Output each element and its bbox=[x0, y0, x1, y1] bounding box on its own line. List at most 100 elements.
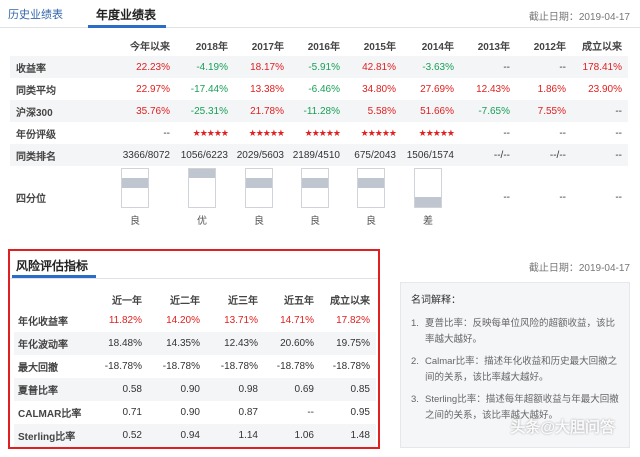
quartile-segment bbox=[122, 197, 148, 207]
table-cell: 22.97% bbox=[136, 83, 170, 95]
quartile-cell: -- bbox=[503, 191, 510, 203]
table-cell: 7.55% bbox=[516, 100, 572, 122]
quartile-segment bbox=[246, 169, 272, 179]
table-cell: -- bbox=[572, 100, 628, 122]
table-cell: 0.90 bbox=[148, 378, 206, 401]
row-label: 同类平均 bbox=[16, 85, 56, 97]
table-cell: 20.60% bbox=[264, 332, 320, 355]
table-cell: 14.71% bbox=[280, 315, 314, 326]
star-rating: ★★★★★ bbox=[234, 122, 290, 144]
table-cell: 0.85 bbox=[320, 378, 376, 401]
risk-header-row: 近一年 近二年 近三年 近五年 成立以来 bbox=[14, 289, 376, 309]
column-header: 2018年 bbox=[195, 41, 228, 53]
quartile-segment bbox=[122, 178, 148, 188]
star-rating: ★★★★★ bbox=[290, 122, 346, 144]
row-label: 年化收益率 bbox=[18, 317, 68, 328]
column-header: 近二年 bbox=[170, 295, 200, 307]
glossary-item-text: 夏普比率：反映每单位风险的超额收益，该比率越大越好。 bbox=[425, 318, 616, 345]
table-cell: --/-- bbox=[516, 144, 572, 166]
rating-stars-empty: ★ bbox=[388, 127, 397, 138]
rating-stars: ★★★★ bbox=[360, 127, 390, 138]
quartile-cell: 优 bbox=[176, 166, 234, 228]
table-cell: 0.69 bbox=[264, 378, 320, 401]
rating-stars: ★ bbox=[418, 127, 427, 138]
rating-stars: ★★★★★ bbox=[192, 127, 229, 138]
quartile-cell: 良 bbox=[234, 166, 290, 228]
table-cell: 42.81% bbox=[346, 56, 402, 78]
quartile-box bbox=[121, 167, 149, 208]
quartile-segment bbox=[415, 169, 441, 179]
glossary-item-text: Sterling比率：描述每年超额收益与年最大回撤之间的关系，该比率越大越好。 bbox=[425, 394, 619, 421]
table-cell: 35.76% bbox=[100, 100, 176, 122]
risk-row: Sterling比率 0.52 0.94 1.14 1.06 1.48 bbox=[14, 424, 376, 447]
glossary-item: 3. Sterling比率：描述每年超额收益与年最大回撤之间的关系，该比率越大越好… bbox=[411, 392, 619, 424]
column-header: 成立以来 bbox=[330, 295, 370, 307]
table-cell: 27.69% bbox=[420, 83, 454, 95]
row-label: 夏普比率 bbox=[14, 378, 92, 401]
table-cell: 19.75% bbox=[320, 332, 376, 355]
quartile-segment bbox=[358, 197, 384, 207]
divider bbox=[10, 278, 378, 279]
risk-row: 最大回撤 -18.78% -18.78% -18.78% -18.78% -18.78% bbox=[14, 355, 376, 378]
quartile-segment bbox=[189, 168, 215, 178]
quartile-indicator: 良 bbox=[353, 167, 389, 227]
quartile-cell: 良 bbox=[346, 166, 402, 228]
glossary-title: 名词解释： bbox=[411, 295, 461, 306]
annual-row: 年份评级 -- ★★★★★ ★★★★★ ★★★★★ ★★★★★ ★★★★★ -- -- -- bbox=[10, 122, 628, 144]
star-rating: ★★★★★ bbox=[346, 122, 402, 144]
column-header: 2012年 bbox=[533, 41, 566, 53]
tabs-bar: 历史业绩表 年度业绩表 截止日期：2019-04-17 bbox=[0, 0, 640, 28]
quartile-segment bbox=[189, 178, 215, 188]
table-cell: 18.48% bbox=[92, 332, 148, 355]
quartile-segment bbox=[246, 178, 272, 188]
annual-row: 沪深300 35.76% -25.31% 21.78% -11.28% 5.58% 51.6… bbox=[10, 100, 628, 122]
quartile-segment bbox=[358, 169, 384, 179]
table-cell: -11.28% bbox=[290, 100, 346, 122]
quartile-segment bbox=[358, 178, 384, 188]
quartile-box bbox=[357, 167, 385, 208]
column-header: 近五年 bbox=[284, 295, 314, 307]
table-cell: 18.17% bbox=[234, 56, 290, 78]
quartile-indicator: 差 bbox=[410, 167, 446, 227]
glossary-item: 2. Calmar比率：描述年化收益和历史最大回撤之间的关系，该比率越大越好。 bbox=[411, 354, 619, 386]
glossary-list: 1. 夏普比率：反映每单位风险的超额收益，该比率越大越好。 2. Calmar比率：描… bbox=[411, 316, 619, 424]
quartile-label: 良 bbox=[254, 215, 264, 227]
table-cell: -18.78% bbox=[276, 361, 314, 372]
row-label: 年化波动率 bbox=[14, 332, 92, 355]
table-cell: 21.78% bbox=[234, 100, 290, 122]
quartile-box bbox=[301, 167, 329, 208]
quartile-indicator: 良 bbox=[241, 167, 277, 227]
table-cell: 675/2043 bbox=[346, 144, 402, 166]
quartile-segment bbox=[415, 188, 441, 198]
watermark: 头条@大胆问答 bbox=[510, 419, 615, 436]
table-cell: 14.35% bbox=[148, 332, 206, 355]
quartile-label: 良 bbox=[310, 215, 320, 227]
column-header: 近一年 bbox=[112, 295, 142, 307]
quartile-row: 四分位良 优 良 良 良 差 -- -- -- bbox=[10, 166, 628, 228]
quartile-segment bbox=[189, 188, 215, 198]
quartile-label: 良 bbox=[130, 215, 140, 227]
risk-row: CALMAR比率 0.71 0.90 0.87 -- 0.95 bbox=[14, 401, 376, 424]
table-cell: 1.48 bbox=[320, 424, 376, 447]
quartile-indicator: 优 bbox=[184, 167, 220, 227]
quartile-segment bbox=[122, 169, 148, 179]
table-cell: -- bbox=[503, 127, 510, 139]
tab-history-performance[interactable]: 历史业绩表 bbox=[8, 9, 63, 21]
table-cell: 1506/1574 bbox=[402, 144, 460, 166]
table-cell: 0.94 bbox=[148, 424, 206, 447]
table-cell: 13.38% bbox=[250, 83, 284, 95]
tab-annual-performance[interactable]: 年度业绩表 bbox=[96, 8, 157, 22]
table-cell: -- bbox=[559, 127, 566, 139]
quartile-box bbox=[414, 167, 442, 208]
table-cell: -18.78% bbox=[104, 361, 142, 372]
table-cell: 1056/6223 bbox=[176, 144, 234, 166]
table-cell: 5.58% bbox=[346, 100, 402, 122]
rating-stars-empty: ★★ bbox=[325, 127, 341, 138]
table-cell: 0.71 bbox=[122, 407, 142, 418]
table-cell: -- bbox=[516, 56, 572, 78]
table-cell: 0.87 bbox=[238, 407, 258, 418]
table-cell: 2029/5603 bbox=[234, 144, 290, 166]
annual-header-row: 今年以来 2018年 2017年 2016年 2015年 2014年 2013年… bbox=[10, 34, 628, 56]
glossary-item-number: 2. bbox=[411, 356, 419, 367]
table-cell: -- bbox=[615, 127, 622, 139]
